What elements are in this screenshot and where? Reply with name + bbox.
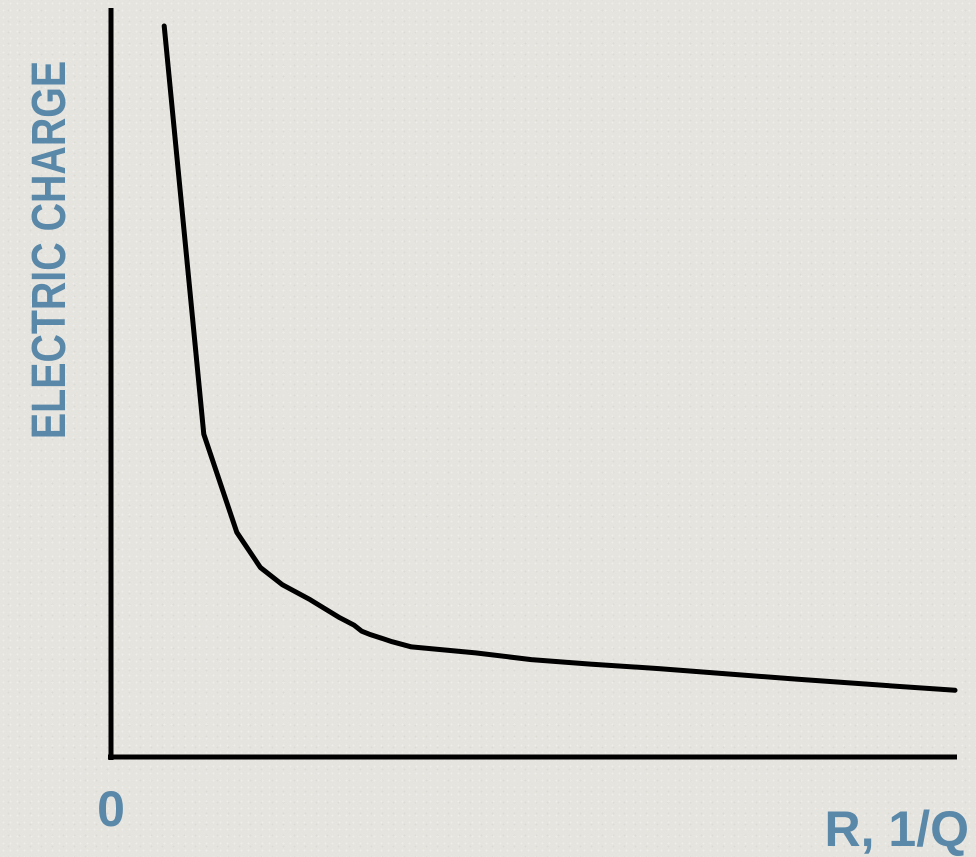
- origin-tick-label: 0: [97, 781, 125, 837]
- series-layer: [161, 23, 958, 693]
- x-axis-label: R, 1/Q: [825, 801, 969, 857]
- axes: [108, 8, 957, 760]
- labels: ELECTRIC CHARGE 0 R, 1/Q: [22, 61, 969, 857]
- y-axis-label: ELECTRIC CHARGE: [22, 61, 76, 439]
- series-line-0: [161, 23, 958, 693]
